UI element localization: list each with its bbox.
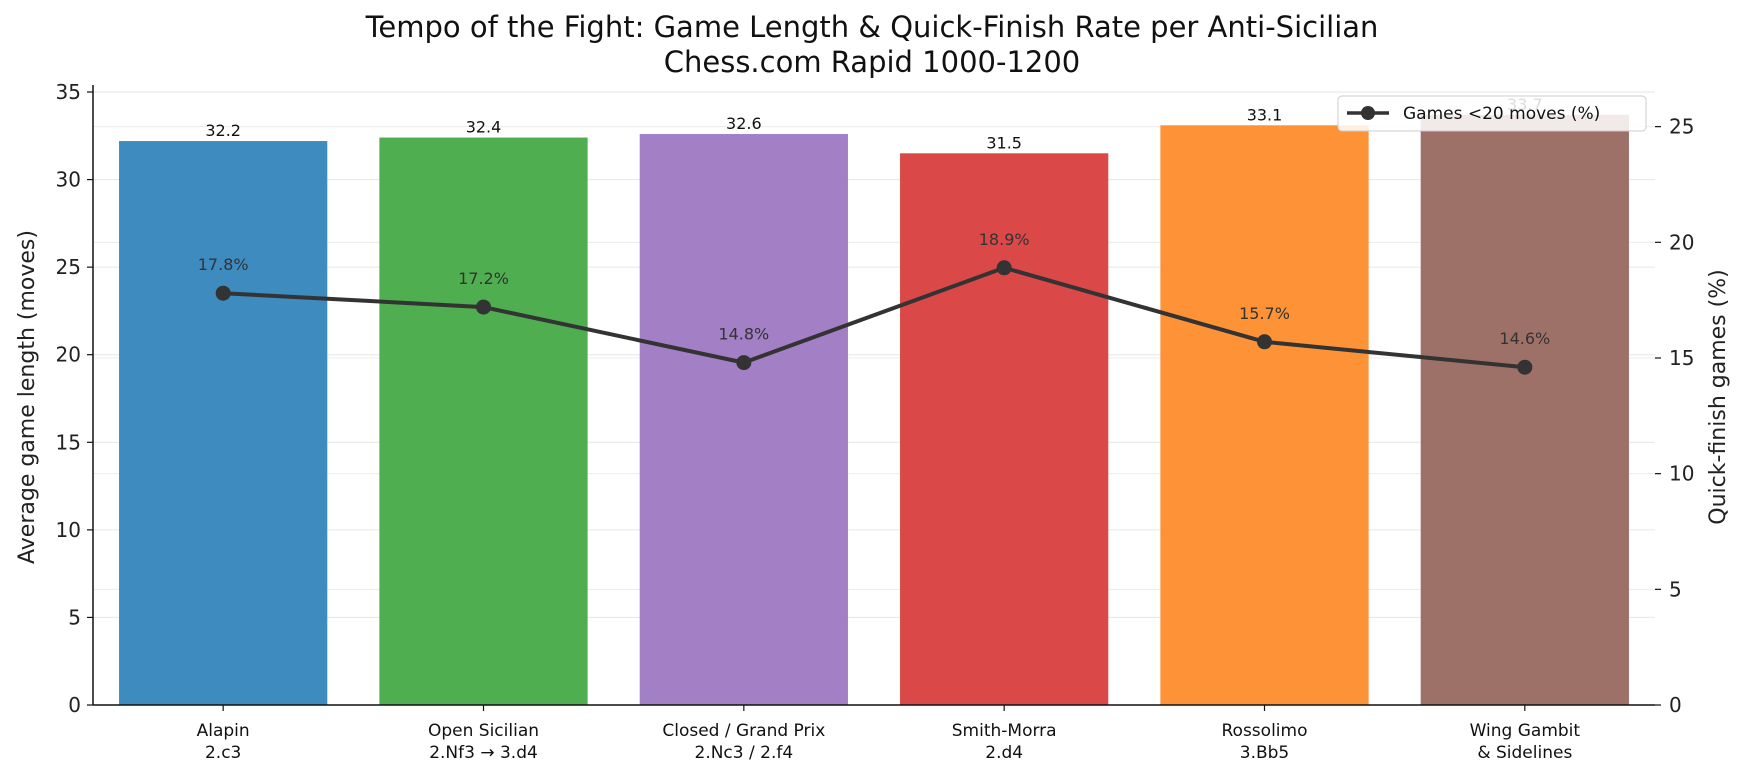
- x-tick-label: Alapin: [197, 721, 250, 741]
- x-tick-label: 2.Nc3 / 2.f4: [695, 743, 794, 763]
- quick-finish-point: [1257, 334, 1272, 350]
- y-tick-label-right: 25: [1669, 115, 1694, 139]
- bar-1: [379, 137, 588, 706]
- y-tick-label-left: 0: [68, 693, 81, 717]
- x-tick-label: 2.d4: [985, 743, 1023, 763]
- quick-finish-point: [996, 260, 1012, 276]
- x-tick-label: & Sidelines: [1477, 743, 1572, 763]
- bar-5: [1420, 114, 1629, 706]
- legend-label: Games <20 moves (%): [1403, 104, 1600, 124]
- bar-value-label: 32.2: [205, 121, 241, 140]
- x-tick-label: Wing Gambit: [1470, 721, 1581, 741]
- y-axis-label-left: Average game length (moves): [15, 230, 40, 564]
- x-tick-label: Rossolimo: [1222, 721, 1308, 741]
- y-tick-label-left: 20: [56, 343, 81, 367]
- y-tick-label-left: 15: [56, 430, 81, 454]
- y-tick-label-right: 5: [1669, 577, 1682, 601]
- legend: Games <20 moves (%): [1337, 95, 1647, 132]
- bar-value-label: 31.5: [986, 133, 1022, 152]
- y-axis-label-right: Quick-finish games (%): [1706, 269, 1731, 524]
- quick-finish-point: [1517, 359, 1533, 375]
- x-tick-label: 3.Bb5: [1240, 743, 1290, 763]
- y-tick-label-right: 20: [1669, 230, 1694, 254]
- bar-value-label: 32.4: [466, 118, 502, 137]
- bar-3: [900, 153, 1109, 706]
- quick-finish-point: [476, 299, 491, 315]
- x-tick-label: Smith-Morra: [952, 721, 1057, 741]
- quick-finish-value-label: 15.7%: [1239, 304, 1290, 323]
- bar-4: [1160, 125, 1369, 706]
- x-tick-label: 2.Nf3 → 3.d4: [429, 743, 538, 763]
- bar-0: [119, 141, 328, 706]
- chart-title: Tempo of the Fight: Game Length & Quick-…: [365, 10, 1379, 44]
- legend-box: [1337, 95, 1647, 132]
- y-tick-label-right: 0: [1669, 693, 1682, 717]
- quick-finish-value-label: 17.8%: [198, 255, 249, 274]
- x-tick-label: Open Sicilian: [428, 721, 539, 741]
- legend-marker-swatch: [1361, 106, 1375, 120]
- x-tick-label: 2.c3: [205, 743, 241, 763]
- quick-finish-line: [215, 260, 1533, 375]
- y-tick-label-right: 15: [1669, 346, 1694, 370]
- quick-finish-point: [736, 355, 752, 371]
- y-tick-label-left: 5: [68, 605, 81, 629]
- bars: [119, 114, 1629, 706]
- bar-2: [639, 134, 848, 705]
- quick-finish-value-label: 18.9%: [979, 230, 1030, 249]
- y-tick-label-left: 35: [56, 80, 81, 104]
- y-tick-label-left: 30: [56, 168, 81, 192]
- chart-subtitle: Chess.com Rapid 1000-1200: [664, 45, 1081, 79]
- y-tick-label-left: 10: [56, 518, 81, 542]
- quick-finish-value-label: 14.6%: [1499, 329, 1550, 348]
- quick-finish-polyline: [223, 265, 1526, 370]
- quick-finish-value-label: 14.8%: [718, 325, 769, 344]
- quick-finish-value-label: 17.2%: [458, 269, 509, 288]
- x-tick-label: Closed / Grand Prix: [662, 721, 825, 741]
- y-tick-label-left: 25: [56, 255, 81, 279]
- bar-value-label: 32.6: [726, 114, 762, 133]
- y-tick-label-right: 10: [1669, 462, 1694, 486]
- bar-value-label: 33.1: [1247, 105, 1283, 124]
- quick-finish-point: [215, 285, 231, 301]
